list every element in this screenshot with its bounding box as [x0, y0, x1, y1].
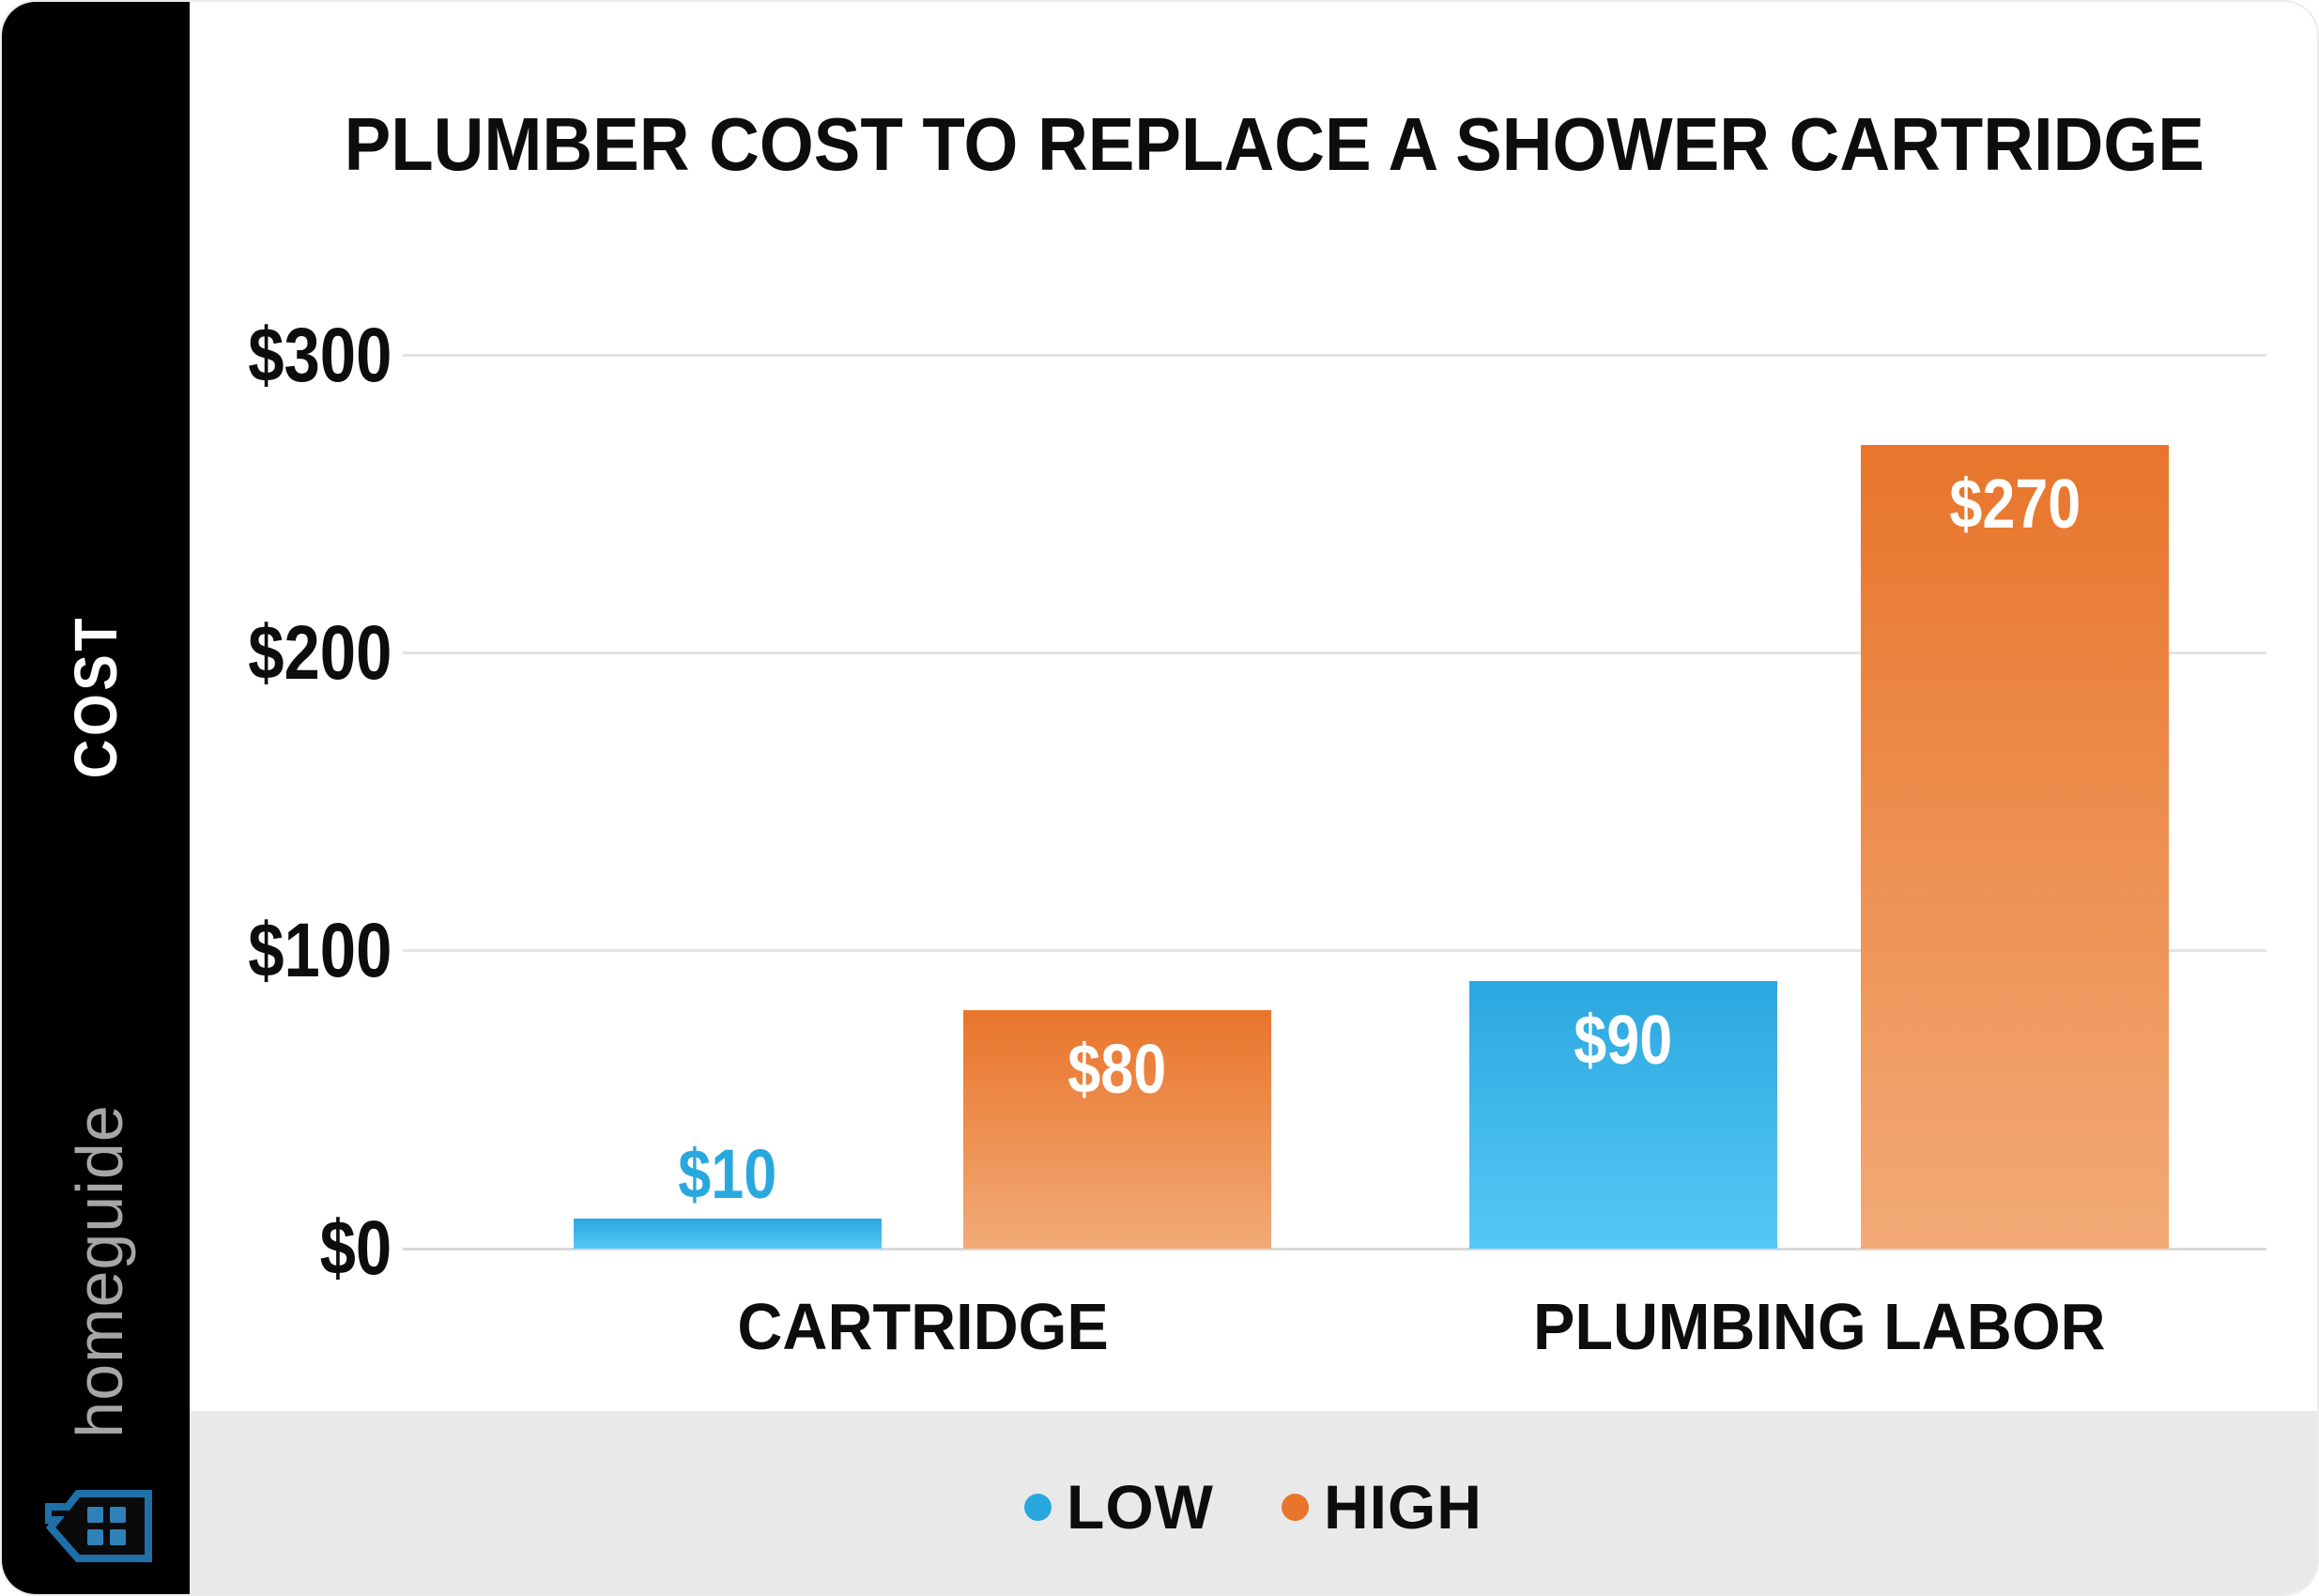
- brand-wordmark: homeguide: [63, 1104, 136, 1438]
- bar-low-0: [574, 1219, 882, 1249]
- y-tick-label: $200: [190, 615, 392, 692]
- bar-value-label: $90: [1328, 1005, 1918, 1075]
- bar-value-text: $90: [1574, 1001, 1673, 1079]
- y-axis-title-text: COST: [62, 614, 130, 779]
- legend: LOW HIGH: [190, 1468, 2317, 1545]
- y-tick-text: $300: [247, 313, 392, 398]
- bar-low-1: [1469, 981, 1777, 1249]
- bar-value-text: $270: [1949, 465, 2081, 543]
- category-label-1: PLUMBING LABOR: [1444, 1294, 2195, 1359]
- footer-band: [190, 1411, 2317, 1594]
- chart-title-text: PLUMBER COST TO REPLACE A SHOWER CARTRID…: [344, 102, 2204, 186]
- category-label-text: PLUMBING LABOR: [1533, 1290, 2106, 1363]
- left-sidebar: COST homeguide: [2, 2, 190, 1594]
- y-axis-title: COST: [61, 606, 131, 788]
- bar-value-label: $80: [822, 1035, 1412, 1104]
- bar-value-label: $270: [1720, 469, 2310, 539]
- gridline-300: [403, 354, 2266, 357]
- legend-item-high: HIGH: [1281, 1471, 1482, 1542]
- category-label-text: CARTRIDGE: [737, 1290, 1109, 1363]
- bar-value-text: $10: [678, 1135, 777, 1213]
- gridline-100: [403, 949, 2266, 952]
- y-tick-label: $300: [190, 317, 392, 394]
- bar-high-0: [963, 1010, 1271, 1249]
- y-tick-text: $200: [247, 610, 392, 696]
- gridline-200: [403, 652, 2266, 654]
- legend-label-high: HIGH: [1323, 1472, 1482, 1542]
- legend-label-low: LOW: [1067, 1472, 1214, 1542]
- chart-title: PLUMBER COST TO REPLACE A SHOWER CARTRID…: [227, 102, 2317, 186]
- y-tick-text: $100: [247, 908, 392, 993]
- y-tick-label: $100: [190, 913, 392, 990]
- category-label-0: CARTRIDGE: [547, 1294, 1298, 1359]
- y-tick-label: $0: [190, 1210, 392, 1287]
- legend-item-low: LOW: [1024, 1471, 1214, 1542]
- homeguide-house-icon: [44, 1488, 152, 1563]
- bar-value-label: $10: [433, 1140, 1022, 1209]
- bar-high-1: [1861, 445, 2169, 1249]
- y-tick-text: $0: [319, 1205, 392, 1291]
- high-series-dot-icon: [1281, 1493, 1309, 1521]
- bar-value-text: $80: [1067, 1030, 1167, 1108]
- gridline-0: [403, 1248, 2266, 1251]
- low-series-dot-icon: [1024, 1493, 1052, 1521]
